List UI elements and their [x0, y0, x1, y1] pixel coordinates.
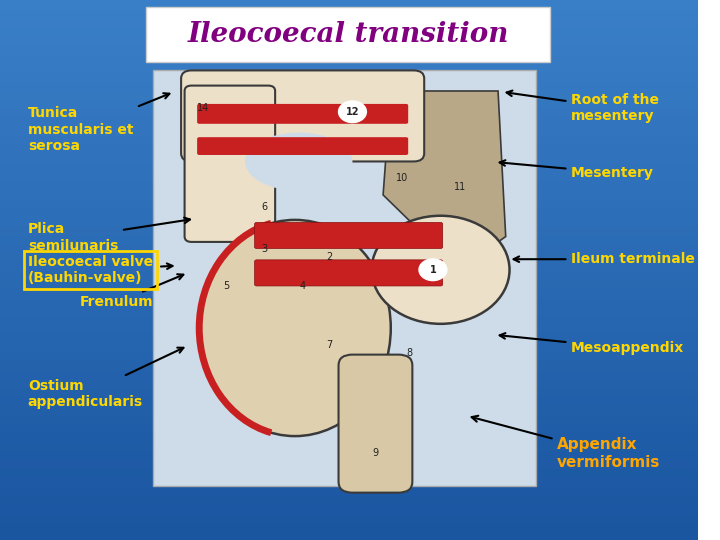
Text: Ileocoecal transition: Ileocoecal transition: [188, 21, 509, 48]
FancyBboxPatch shape: [181, 70, 424, 161]
Ellipse shape: [199, 220, 391, 436]
FancyBboxPatch shape: [338, 355, 413, 492]
Ellipse shape: [372, 215, 510, 324]
Text: 6: 6: [261, 202, 267, 212]
Text: 4: 4: [300, 281, 306, 292]
Text: 10: 10: [396, 173, 408, 183]
Text: Mesentery: Mesentery: [500, 160, 654, 180]
Text: 12: 12: [346, 107, 359, 117]
Circle shape: [419, 259, 447, 281]
Text: Plica
semilunaris: Plica semilunaris: [28, 218, 190, 253]
Text: 8: 8: [407, 348, 413, 358]
Text: Appendix
vermiformis: Appendix vermiformis: [472, 416, 661, 470]
FancyBboxPatch shape: [255, 260, 443, 286]
Text: Ostium
appendicularis: Ostium appendicularis: [28, 348, 184, 409]
Text: 14: 14: [197, 103, 210, 113]
Text: 9: 9: [372, 448, 379, 458]
Text: 2: 2: [326, 252, 333, 262]
FancyBboxPatch shape: [153, 70, 536, 486]
Text: Root of the
mesentery: Root of the mesentery: [507, 91, 660, 123]
Text: Ileocoecal valve
(Bauhin-valve): Ileocoecal valve (Bauhin-valve): [28, 255, 173, 285]
FancyBboxPatch shape: [197, 137, 408, 155]
Text: 11: 11: [454, 181, 466, 192]
FancyBboxPatch shape: [197, 104, 408, 124]
Text: Frenulum: Frenulum: [80, 274, 184, 309]
Ellipse shape: [246, 132, 353, 191]
FancyBboxPatch shape: [184, 85, 275, 242]
Text: 1: 1: [430, 265, 436, 275]
Text: Mesoappendix: Mesoappendix: [500, 333, 685, 355]
Text: 7: 7: [326, 340, 333, 349]
FancyBboxPatch shape: [146, 7, 550, 62]
Text: 5: 5: [223, 281, 229, 292]
Polygon shape: [383, 91, 505, 270]
Text: 3: 3: [261, 244, 267, 254]
Text: Tunica
muscularis et
serosa: Tunica muscularis et serosa: [28, 93, 169, 153]
Text: Ileum terminale: Ileum terminale: [513, 252, 695, 266]
Circle shape: [338, 101, 366, 123]
FancyBboxPatch shape: [255, 222, 443, 248]
